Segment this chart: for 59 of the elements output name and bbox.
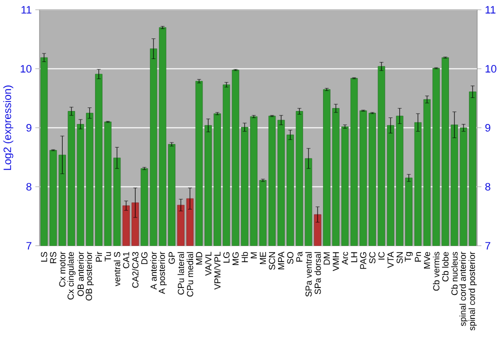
x-tick-label: Pa — [296, 252, 302, 262]
x-tick-label: M — [250, 252, 257, 258]
x-tick-label: Cx cingulate — [67, 252, 76, 300]
y2-tick-label: 8 — [485, 183, 490, 191]
x-tick-label: Hb — [241, 252, 248, 262]
x-tick-label: OB anterior — [77, 252, 84, 296]
x-tick-label: DM — [324, 252, 330, 265]
x-tick-label: MPA — [278, 252, 284, 270]
x-tick-label: VTA — [388, 252, 394, 268]
x-tick-label: VPM/VPL — [214, 252, 221, 290]
x-tick-label: Cb vermis — [432, 252, 440, 291]
x-tick-label: Pir — [96, 252, 102, 262]
y2-tick-label: 9 — [485, 124, 490, 132]
x-tick-label: Arc — [342, 252, 348, 265]
x-tick-label: Cb lobe — [442, 252, 449, 282]
y-tick-label: 9 — [26, 124, 32, 132]
y2-tick-label: 11 — [486, 6, 496, 14]
x-tick-label: ventral S — [114, 252, 120, 286]
x-tick-label: SN — [396, 252, 403, 264]
x-tick-label: VA/VL — [204, 252, 212, 276]
x-tick-label: PAG — [360, 252, 366, 269]
x-tick-label: DG — [141, 252, 148, 264]
x-tick-label: LS — [40, 252, 48, 262]
x-tick-label: Tg — [404, 252, 413, 262]
y2-tick-label: 7 — [485, 242, 490, 250]
x-tick-label: SPa dorsal — [314, 252, 321, 294]
y-tick-label: 8 — [26, 183, 32, 191]
y-tick-label: 7 — [26, 242, 32, 250]
x-tick-label: VMH — [332, 252, 339, 272]
x-tick-label: CPu lateral — [178, 252, 184, 295]
x-tick-label: SCN — [268, 252, 276, 270]
x-tick-label: GP — [168, 252, 175, 264]
y2-tick-label: 10 — [486, 65, 496, 73]
x-tick-label: IC — [378, 252, 385, 260]
y-axis-title: Log2 (expression) — [3, 86, 14, 170]
x-tick-label: spinal cord posterior — [468, 252, 477, 331]
x-tick-label: MVe — [424, 252, 430, 269]
x-tick-label: CPu medial — [186, 252, 194, 297]
y-tick-label: 10 — [20, 65, 32, 73]
x-tick-label: Pn — [414, 252, 421, 262]
x-tick-label: RS — [50, 252, 56, 264]
x-tick-label: OB posterior — [86, 252, 94, 301]
x-tick-label: spinal cord anterior — [459, 252, 468, 326]
x-tick-label: CA1 — [123, 252, 130, 268]
x-tick-label: SO — [287, 252, 294, 264]
x-tick-label: A anterior — [150, 252, 157, 290]
x-tick-label: A posterior — [158, 252, 167, 294]
x-tick-label: Tu — [104, 252, 111, 262]
x-tick-label: LH — [351, 252, 358, 262]
x-tick-label: ME — [260, 252, 266, 264]
x-tick-label: MG — [232, 252, 239, 266]
x-tick-label: SPa ventral — [305, 252, 312, 297]
x-tick-label: LG — [223, 252, 230, 263]
y-tick-label: 11 — [22, 6, 32, 14]
x-tick-label: CA2/CA3 — [132, 252, 138, 288]
x-tick-label: SC — [369, 252, 376, 264]
x-tick-label: Cx motor — [59, 252, 66, 287]
x-tick-label: MD — [196, 252, 202, 265]
x-tick-label: Cb nucleus — [451, 252, 458, 296]
